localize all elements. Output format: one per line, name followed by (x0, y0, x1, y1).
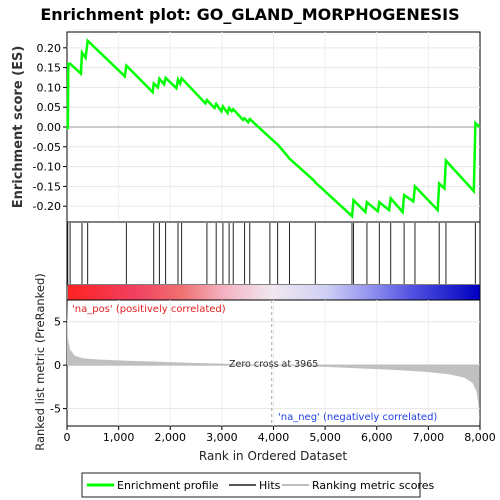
chart-title: Enrichment plot: GO_GLAND_MORPHOGENESIS (40, 5, 459, 24)
hit-markers (67, 223, 476, 284)
es-y-tick-label: -0.10 (33, 161, 61, 174)
es-y-tick-label: 0.05 (37, 101, 62, 114)
ranking-metric-area (67, 304, 480, 422)
es-y-tick-label: -0.05 (33, 141, 61, 154)
enrichment-profile-line (65, 38, 481, 219)
legend-ranking-metric-label: Ranking metric scores (312, 479, 434, 492)
hits-plot-area (66, 221, 481, 286)
es-y-tick-label: 0.15 (37, 62, 62, 75)
es-y-ticks: -0.20 -0.15 -0.10 -0.05 0.00 0.05 0.10 0.15 0.20 (33, 42, 67, 213)
metric-y-tick-label: 0 (54, 359, 61, 372)
legend: Enrichment profile Hits Ranking metric s… (81, 472, 434, 498)
x-tick-label: 7,000 (413, 431, 445, 444)
legend-hits-label: Hits (259, 479, 281, 492)
metric-y-ticks: -5 0 5 (50, 316, 67, 416)
metric-panel: -5 0 5 'na_pos' (positively correlated) 'n… (33, 273, 481, 451)
es-y-tick-label: 0.20 (37, 42, 62, 55)
metric-y-tick-label: 5 (54, 316, 61, 329)
x-tick-label: 3,000 (206, 431, 238, 444)
pos-correlated-label: 'na_pos' (positively correlated) (72, 304, 226, 315)
neg-correlated-label: 'na_neg' (negatively correlated) (278, 412, 437, 423)
ranking-heatmap-bar (68, 285, 480, 300)
hits-panel (66, 221, 481, 286)
zero-cross-label: Zero cross at 3965 (229, 359, 318, 370)
es-y-tick-label: 0.00 (37, 121, 62, 134)
x-tick-label: 0 (64, 431, 71, 444)
es-y-axis-label: Enrichment score (ES) (11, 46, 26, 209)
x-tick-label: 5,000 (309, 431, 341, 444)
x-tick-label: 6,000 (361, 431, 393, 444)
metric-y-axis-label: Ranked list metric (PreRanked) (33, 273, 47, 451)
heatmap-panel (66, 284, 481, 301)
x-axis-ticks: 0 1,000 2,000 3,000 4,000 5,000 6,000 7,000 8,00… (64, 426, 496, 444)
es-y-tick-label: 0.10 (37, 81, 62, 94)
x-tick-label: 4,000 (258, 431, 290, 444)
es-panel: -0.20 -0.15 -0.10 -0.05 0.00 0.05 0.10 0.15 0.20… (11, 31, 481, 223)
metric-y-tick-label: -5 (50, 403, 61, 416)
x-tick-label: 2,000 (155, 431, 187, 444)
x-tick-label: 1,000 (103, 431, 135, 444)
es-y-tick-label: -0.20 (33, 200, 61, 213)
x-tick-label: 8,000 (464, 431, 496, 444)
x-axis-label: Rank in Ordered Dataset (199, 449, 347, 463)
es-y-tick-label: -0.15 (33, 180, 61, 193)
legend-enrichment-profile-label: Enrichment profile (117, 479, 219, 492)
